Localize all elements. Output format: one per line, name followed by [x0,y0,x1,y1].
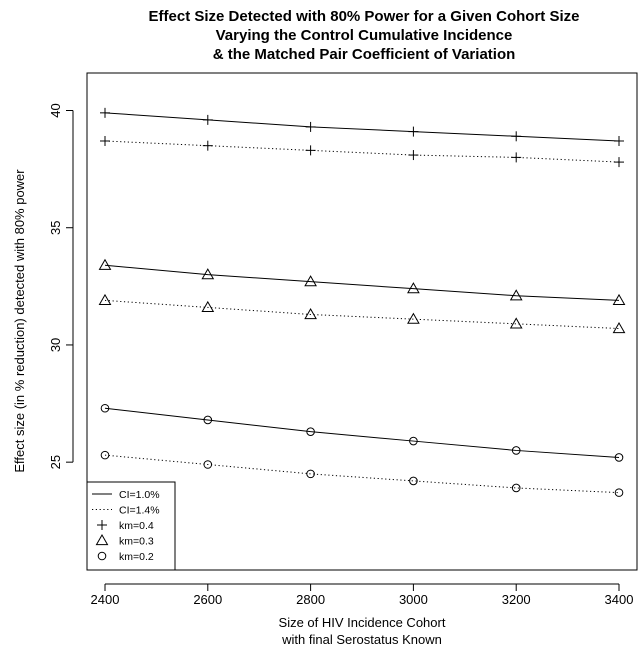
legend-label: km=0.4 [119,520,154,532]
x-tick-label: 3200 [502,592,531,607]
legend-item: km=0.3 [95,533,154,548]
x-tick-label: 2600 [193,592,222,607]
series-line [104,264,620,301]
data-point [304,275,317,287]
series-0 [99,107,625,146]
data-point [201,268,215,280]
x-axis: 2400 2600 2800 3000 3200 3400 [91,583,634,607]
x-tick-label: 3000 [399,592,428,607]
legend-label: CI=1.0% [119,489,160,501]
data-point [304,307,317,320]
y-tick-label: 25 [48,455,63,469]
data-point [612,293,626,306]
legend-marker-swatch [97,551,107,561]
plot-frame [86,72,638,571]
series-layer [98,107,626,497]
y-tick-label: 35 [48,220,63,234]
x-tick-label: 2400 [91,592,120,607]
legend-item: CI=1.4% [92,505,160,517]
data-point [409,476,418,486]
legend-label: km=0.3 [119,536,154,548]
data-point [99,107,110,118]
data-point [203,460,213,469]
data-point [614,135,625,146]
data-point [408,150,419,161]
chart-title-line-2: Varying the Control Cumulative Incidence [216,27,513,44]
legend: CI=1.0% CI=1.4% km=0.4 km=0.3 km=0.2 [86,481,176,571]
data-point [202,140,213,151]
x-tick-label: 3400 [605,592,634,607]
data-point [407,282,420,294]
data-point [614,488,624,497]
y-axis-label: Effect size (in % reduction) detected wi… [12,169,27,473]
data-point [99,135,110,146]
data-point [305,145,316,156]
data-point [511,152,522,163]
chart-title-line-3: & the Matched Pair Coefficient of Variat… [213,46,516,63]
series-line [104,140,620,163]
data-point [511,483,521,493]
legend-item: CI=1.0% [92,489,160,501]
y-tick-label: 30 [48,338,63,352]
data-point [306,427,315,436]
data-point [98,258,112,270]
data-point [614,157,625,168]
data-point [612,322,626,334]
series-line [104,454,620,494]
data-point [305,121,316,132]
data-point [511,446,521,455]
series-2 [98,258,626,306]
series-line [104,407,620,458]
series-1 [99,135,625,168]
legend-item: km=0.4 [97,520,154,532]
data-point [511,131,522,142]
legend-item: km=0.2 [97,551,154,563]
data-point [409,436,418,446]
series-3 [98,293,626,334]
series-line [104,112,620,142]
x-axis-label-line-1: Size of HIV Incidence Cohort [279,615,446,630]
data-point [509,317,523,329]
legend-marker-swatch [95,533,109,546]
data-point [614,453,624,462]
data-point [100,403,110,413]
legend-label: km=0.2 [119,551,154,563]
data-point [98,293,112,306]
x-axis-label-line-2: with final Serostatus Known [281,632,442,647]
data-point [203,415,213,425]
y-axis: 25 30 35 40 [48,103,74,469]
data-point [306,469,315,479]
legend-marker-swatch [97,520,107,530]
data-point [100,450,110,460]
data-point [509,289,523,301]
series-4 [100,403,624,462]
chart-title-line-1: Effect Size Detected with 80% Power for … [149,8,580,25]
data-point [408,126,419,137]
series-line [104,299,620,330]
data-point [202,114,213,125]
data-point [407,312,420,324]
series-5 [100,450,624,497]
legend-label: CI=1.4% [119,505,160,517]
data-point [201,300,215,313]
y-tick-label: 40 [48,103,63,117]
x-tick-label: 2800 [296,592,325,607]
